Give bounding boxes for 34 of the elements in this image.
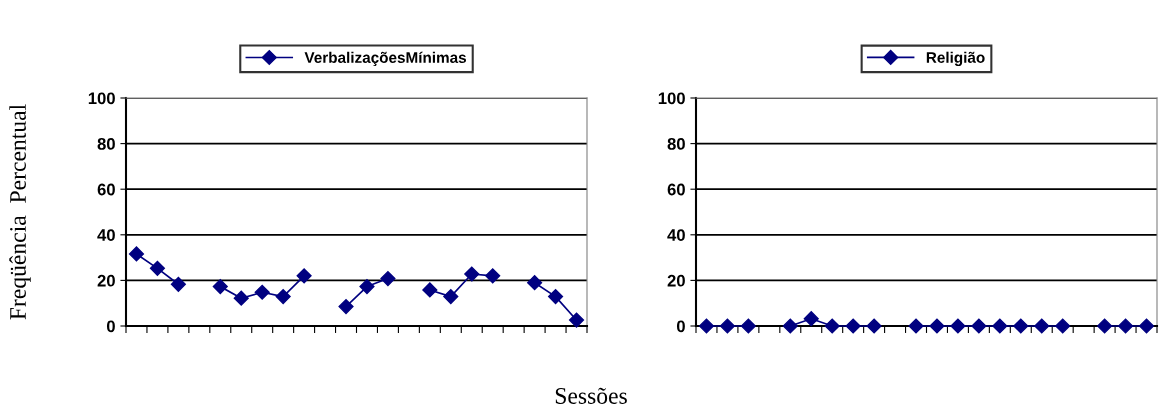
point	[170, 276, 186, 292]
y-tick-label: 20	[97, 274, 115, 287]
point	[359, 278, 375, 295]
legend-label: Religião	[926, 51, 985, 67]
x-axis-title: Sessões	[555, 387, 627, 404]
point	[547, 289, 564, 305]
point	[275, 289, 291, 305]
point	[422, 282, 438, 298]
point	[296, 268, 312, 284]
legend-label: VerbalizaçõesMínimas	[304, 51, 466, 67]
point	[338, 299, 354, 315]
point	[485, 268, 501, 284]
point	[568, 312, 585, 328]
y-tick-label: 60	[97, 183, 115, 196]
point	[233, 290, 249, 306]
y-tick-label: 60	[667, 183, 685, 196]
y-tick-label: 0	[676, 320, 685, 333]
point	[380, 271, 396, 287]
point	[464, 266, 480, 282]
point	[212, 278, 228, 295]
y-tick-label: 20	[667, 274, 685, 287]
point	[149, 260, 166, 276]
point	[128, 246, 145, 262]
y-tick-label: 40	[97, 229, 115, 241]
point	[443, 289, 459, 305]
y-axis-title: Freqüência Percentual	[9, 104, 31, 320]
y-tick-label: 0	[106, 320, 115, 333]
y-tick-label: 80	[667, 138, 685, 150]
point	[254, 284, 270, 300]
y-tick-label: 100	[88, 92, 115, 105]
y-tick-label: 80	[97, 138, 115, 150]
y-tick-label: 100	[658, 92, 685, 105]
y-tick-label: 40	[667, 229, 685, 241]
point	[527, 275, 543, 291]
